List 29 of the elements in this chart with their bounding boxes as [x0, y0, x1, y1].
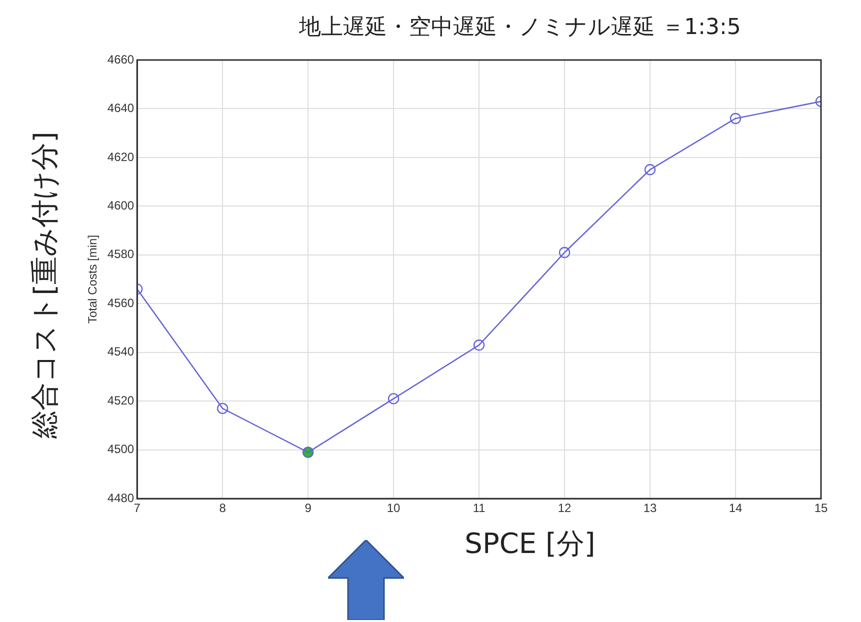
point: [730, 112, 742, 124]
x-tick-label: 14: [728, 501, 743, 516]
y-tick-label: 4520: [107, 393, 134, 408]
point: [216, 402, 228, 414]
y-tick-label: 4500: [107, 442, 134, 456]
y-tick-label: 4620: [107, 150, 134, 164]
chart-title: 地上遅延・空中遅延・ノミナル遅延 ＝1:3:5: [298, 14, 742, 42]
y-axis-title: Total Costs [min]: [86, 234, 100, 324]
x-tick-label: 13: [643, 501, 658, 516]
x-tick-label: 10: [386, 501, 401, 516]
point: [388, 393, 400, 404]
x-tick-label: 9: [304, 501, 312, 516]
y-tick-label: 4580: [107, 247, 134, 262]
x-tick-label: 15: [814, 501, 828, 516]
point: [558, 246, 570, 258]
y-tick-label: 4480: [107, 490, 134, 505]
y-tick-label: 4660: [107, 52, 134, 66]
y-tick-label: 4540: [107, 344, 134, 359]
x-tick-label: 11: [472, 501, 486, 516]
y-tick-label: 4560: [107, 296, 134, 310]
x-tick-label: 12: [558, 501, 572, 516]
text: 総合コスト[重み付け分]: [27, 132, 62, 438]
x-tick-label: 7: [134, 501, 141, 516]
x-axis-title: SPCE [分]: [464, 526, 596, 562]
y-tick-label: 4600: [107, 198, 134, 213]
point: [644, 164, 656, 176]
x-tick-label: 8: [219, 501, 226, 516]
y-tick-label: 4640: [107, 101, 134, 116]
point: [473, 339, 485, 351]
